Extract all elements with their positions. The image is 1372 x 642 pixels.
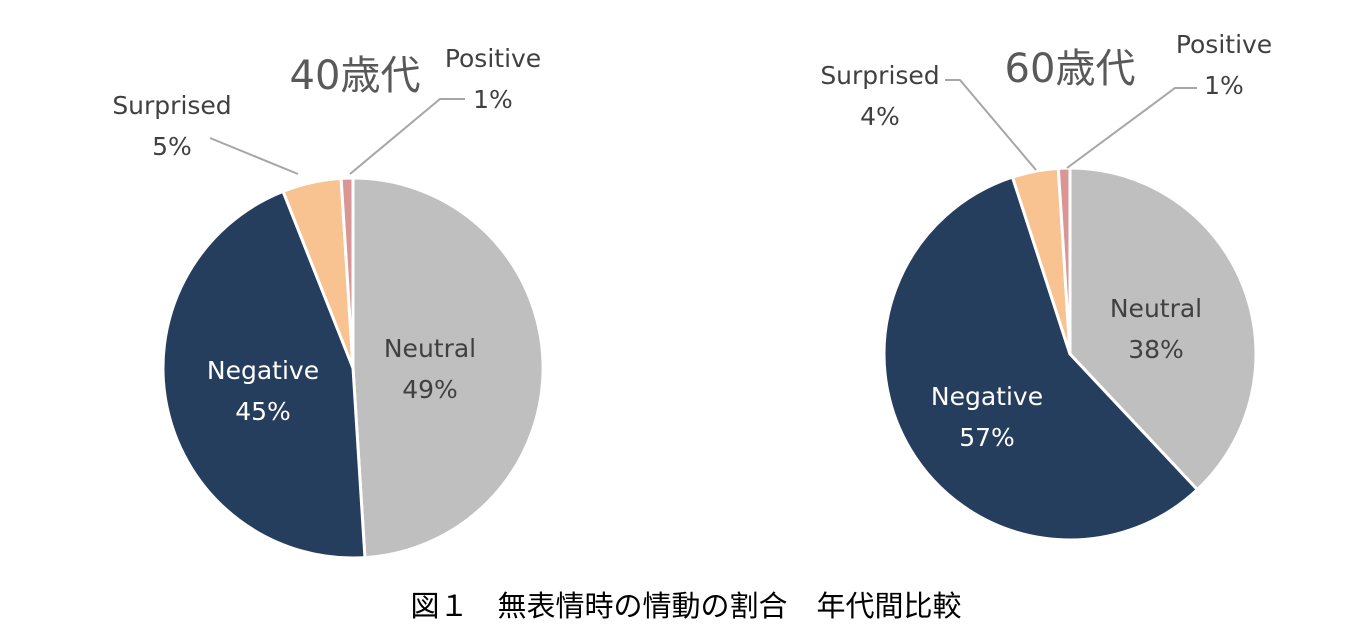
- leader-line-positive: [1066, 87, 1197, 169]
- slice-percent-neutral: 38%: [1128, 335, 1184, 364]
- slice-percent-negative: 45%: [235, 397, 291, 426]
- chart-title: 40歳代: [290, 53, 421, 99]
- slice-percent-surprised: 5%: [152, 132, 192, 161]
- pie-chart-1: 40歳代 Neutral 49% Negative 45% Surprised 5% Posi…: [112, 44, 545, 560]
- pie-slice-negative: [161, 189, 367, 560]
- slice-percent-neutral: 49%: [402, 375, 458, 404]
- pie-chart-2: 60歳代 Neutral 38% Negative 57% Surprised 4% Posi…: [820, 30, 1272, 542]
- pie-slice-positive: [1056, 166, 1072, 356]
- slice-label-surprised: Surprised: [820, 61, 939, 90]
- pie-slice-negative: [882, 175, 1199, 542]
- pie-slice-neutral: [351, 176, 545, 560]
- leader-line-positive: [349, 98, 465, 175]
- slice-label-positive: Positive: [1176, 30, 1272, 59]
- slice-percent-surprised: 4%: [860, 102, 900, 131]
- chart-title: 60歳代: [1005, 46, 1136, 92]
- figure-caption: 図１ 無表情時の情動の割合 年代間比較: [410, 589, 962, 623]
- slice-label-neutral: Neutral: [384, 334, 476, 363]
- slice-label-negative: Negative: [931, 382, 1043, 411]
- slice-label-negative: Negative: [207, 356, 319, 385]
- leader-line-surprised: [209, 137, 299, 175]
- slice-label-surprised: Surprised: [112, 91, 231, 120]
- slice-percent-positive: 1%: [473, 85, 513, 114]
- slice-percent-negative: 57%: [959, 423, 1015, 452]
- slice-label-positive: Positive: [445, 44, 541, 73]
- pie-slice-positive: [339, 176, 355, 370]
- pie-slice-neutral: [1068, 166, 1258, 492]
- leader-line-surprised: [945, 79, 1037, 171]
- slice-percent-positive: 1%: [1204, 71, 1244, 100]
- slice-label-neutral: Neutral: [1110, 294, 1202, 323]
